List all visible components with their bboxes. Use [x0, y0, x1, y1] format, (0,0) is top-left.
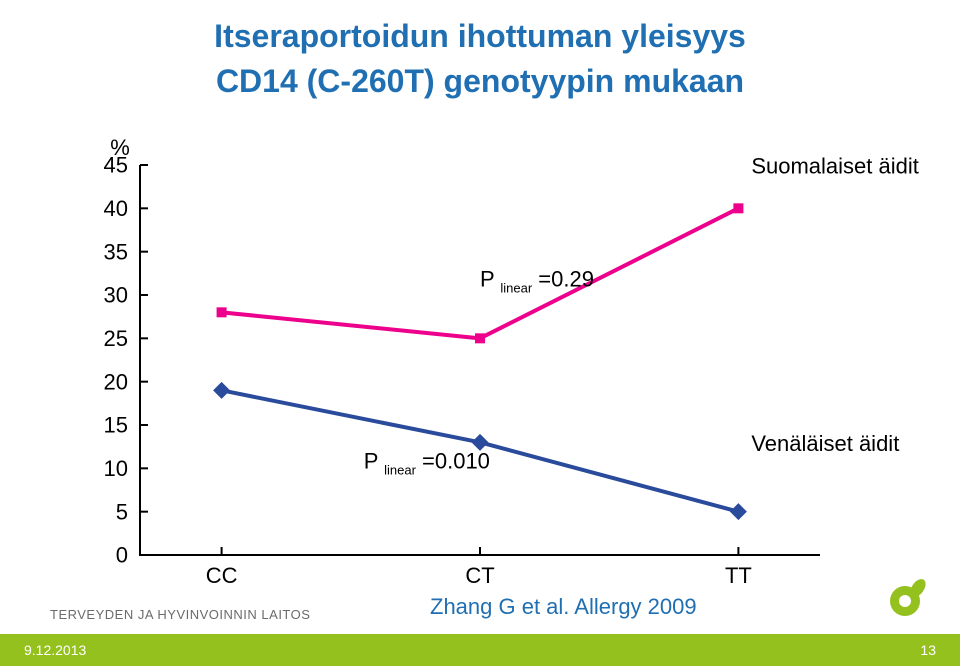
y-unit-label: %	[110, 135, 130, 160]
y-tick-label: 40	[104, 196, 128, 221]
series-marker	[475, 333, 485, 343]
series-marker	[217, 307, 227, 317]
logo-icon	[880, 576, 930, 626]
citation: Zhang G et al. Allergy 2009	[430, 594, 697, 620]
series-marker	[213, 382, 230, 399]
footer-date: 9.12.2013	[24, 642, 86, 658]
y-tick-label: 35	[104, 239, 128, 264]
y-tick-label: 0	[116, 543, 128, 568]
y-tick-label: 15	[104, 413, 128, 438]
y-tick-label: 5	[116, 499, 128, 524]
y-tick-label: 25	[104, 326, 128, 351]
x-tick-label: CT	[465, 563, 494, 588]
footer-page: 13	[920, 642, 936, 658]
org-label: TERVEYDEN JA HYVINVOINNIN LAITOS	[50, 607, 310, 622]
chart: 051015202530354045%CCCTTTP linear =0.29S…	[0, 0, 960, 666]
series-name-label: Venäläiset äidit	[751, 431, 899, 456]
series-marker	[730, 503, 747, 520]
slide-root: Itseraportoidun ihottuman yleisyysCD14 (…	[0, 0, 960, 666]
x-tick-label: TT	[725, 563, 752, 588]
y-tick-label: 20	[104, 369, 128, 394]
x-tick-label: CC	[206, 563, 238, 588]
series-name-label: Suomalaiset äidit	[751, 154, 919, 179]
p-value-label: P linear =0.010	[364, 448, 490, 477]
p-value-label: P linear =0.29	[480, 266, 594, 295]
y-tick-label: 30	[104, 283, 128, 308]
series-marker	[733, 203, 743, 213]
footer-bar: 9.12.2013 13	[0, 634, 960, 666]
y-tick-label: 10	[104, 456, 128, 481]
